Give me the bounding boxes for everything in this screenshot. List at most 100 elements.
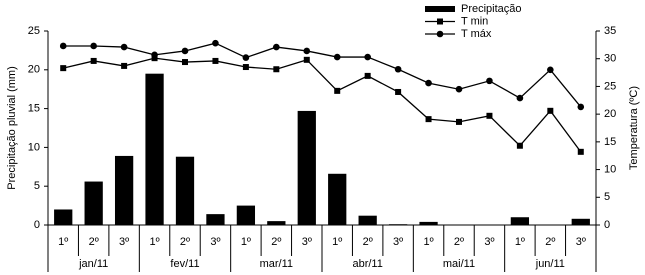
point bbox=[60, 65, 67, 72]
bar bbox=[297, 110, 316, 225]
point bbox=[425, 79, 432, 87]
point bbox=[273, 43, 280, 51]
point bbox=[516, 94, 524, 102]
y2-axis-label: Temperatura (ºC) bbox=[628, 86, 640, 170]
point bbox=[547, 66, 554, 74]
x-tick-label: 1º bbox=[332, 236, 342, 248]
line bbox=[63, 57, 582, 153]
y2-tick-label: 30 bbox=[604, 53, 616, 65]
legend-label: T min bbox=[461, 15, 488, 27]
y-tick-label: 20 bbox=[28, 64, 40, 76]
point bbox=[364, 53, 371, 61]
point bbox=[90, 57, 97, 64]
point bbox=[90, 42, 97, 50]
group-label: abr/11 bbox=[352, 258, 382, 270]
point bbox=[547, 107, 554, 114]
y-tick-label: 25 bbox=[28, 25, 40, 37]
x-tick-label: 1º bbox=[241, 236, 251, 248]
y2-tick-label: 20 bbox=[604, 108, 616, 120]
y-tick-label: 0 bbox=[34, 219, 40, 231]
bar bbox=[510, 217, 530, 225]
x-tick-label: 3º bbox=[576, 236, 586, 248]
point bbox=[59, 42, 67, 50]
x-tick-label: 2º bbox=[89, 236, 99, 248]
legend-marker bbox=[437, 18, 443, 25]
bar bbox=[236, 205, 256, 225]
legend-label: Precipitação bbox=[461, 3, 522, 15]
y-tick-label: 15 bbox=[28, 103, 40, 115]
y2-tick-label: 25 bbox=[604, 80, 616, 92]
x-tick-label: 3º bbox=[210, 236, 220, 248]
point bbox=[242, 54, 250, 61]
bar bbox=[54, 209, 73, 225]
point bbox=[334, 87, 341, 94]
point bbox=[516, 142, 523, 149]
bar bbox=[175, 156, 195, 225]
bar bbox=[328, 173, 347, 225]
bar bbox=[84, 181, 103, 225]
y2-tick-label: 15 bbox=[604, 136, 616, 148]
point bbox=[486, 77, 493, 85]
x-tick-label: 2º bbox=[454, 236, 464, 248]
point bbox=[577, 103, 585, 111]
point bbox=[181, 47, 189, 55]
bar bbox=[388, 224, 408, 225]
bar bbox=[114, 155, 134, 225]
point bbox=[486, 112, 493, 119]
bar bbox=[145, 73, 164, 226]
x-tick-label: 3º bbox=[119, 236, 129, 248]
x-tick-label: 1º bbox=[149, 236, 159, 248]
point bbox=[395, 88, 402, 95]
bar bbox=[419, 221, 438, 225]
point bbox=[333, 53, 341, 61]
x-tick-label: 3º bbox=[393, 236, 403, 248]
group-label: fev/11 bbox=[170, 258, 199, 270]
point bbox=[394, 65, 402, 73]
x-tick-label: 2º bbox=[180, 236, 190, 248]
y-tick-label: 10 bbox=[28, 141, 40, 153]
bar bbox=[206, 214, 225, 225]
group-label: mai/11 bbox=[443, 258, 475, 270]
point bbox=[577, 148, 584, 155]
bar bbox=[358, 215, 377, 225]
point bbox=[455, 85, 463, 93]
y2-tick-label: 0 bbox=[604, 219, 610, 231]
x-tick-label: 1º bbox=[515, 236, 525, 248]
y2-tick-label: 5 bbox=[604, 191, 610, 203]
legend-swatch bbox=[425, 6, 455, 12]
point bbox=[425, 116, 432, 123]
x-tick-label: 1º bbox=[58, 236, 68, 248]
point bbox=[303, 47, 311, 55]
group-label: jan/11 bbox=[78, 258, 108, 270]
x-tick-label: 3º bbox=[484, 236, 494, 248]
point bbox=[120, 43, 128, 51]
y2-tick-label: 35 bbox=[604, 25, 616, 37]
x-tick-label: 2º bbox=[363, 236, 373, 248]
bar bbox=[267, 221, 286, 225]
point bbox=[456, 118, 462, 125]
y-axis-label: Precipitação pluvial (mm) bbox=[6, 66, 18, 189]
point bbox=[151, 55, 158, 62]
legend-marker bbox=[436, 30, 444, 38]
legend-label: T máx bbox=[461, 28, 492, 40]
y2-tick-label: 10 bbox=[604, 163, 616, 175]
point bbox=[212, 57, 219, 64]
point bbox=[273, 66, 280, 73]
x-tick-label: 2º bbox=[545, 236, 555, 248]
point bbox=[151, 51, 158, 59]
point bbox=[242, 64, 249, 71]
point bbox=[121, 62, 128, 69]
point bbox=[303, 56, 310, 63]
x-tick-label: 2º bbox=[271, 236, 281, 248]
point bbox=[212, 39, 219, 47]
point bbox=[364, 72, 371, 79]
x-tick-label: 1º bbox=[423, 236, 433, 248]
y-tick-label: 5 bbox=[34, 180, 40, 192]
point bbox=[182, 59, 188, 66]
group-label: jun/11 bbox=[535, 258, 565, 270]
x-tick-label: 3º bbox=[302, 236, 312, 248]
group-label: mar/11 bbox=[260, 258, 293, 270]
line bbox=[63, 42, 582, 108]
bar bbox=[571, 218, 590, 225]
